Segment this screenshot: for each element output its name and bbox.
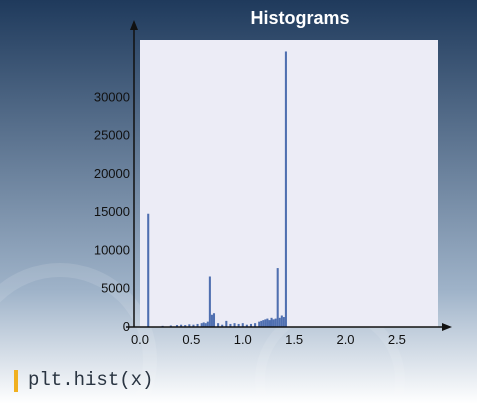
histogram-bar (202, 322, 205, 327)
y-tick-labels: 050001000015000200002500030000 (94, 89, 130, 334)
y-tick-label: 30000 (94, 89, 130, 104)
histogram-bar (280, 315, 283, 327)
histogram-bar (241, 323, 244, 327)
histogram-bar (258, 321, 261, 327)
histogram-bar (196, 323, 199, 327)
histogram-bar (274, 318, 277, 327)
code-caption: plt.hist(x) (28, 369, 154, 391)
histogram-bar (184, 325, 187, 327)
histogram-bar (254, 323, 257, 327)
histogram-bar (260, 320, 263, 327)
histogram-bar (188, 324, 191, 327)
histogram-bar (282, 317, 285, 327)
x-tick-label: 0.0 (131, 332, 149, 347)
chart-title: Histograms (250, 8, 350, 28)
histogram-bar (200, 323, 203, 327)
histogram-bar (268, 320, 271, 327)
histogram-bar (272, 319, 275, 327)
histogram-bar (175, 325, 179, 327)
histogram-bar (180, 324, 183, 327)
histogram-bar (147, 213, 150, 327)
histogram-bar (233, 323, 236, 327)
x-tick-label: 2.5 (388, 332, 406, 347)
histogram-bar (206, 321, 209, 327)
histogram-bar (217, 323, 220, 327)
y-tick-label: 25000 (94, 128, 130, 143)
histogram-bar (237, 323, 240, 327)
background-gear-shape (0, 263, 157, 404)
x-axis-arrow (442, 323, 452, 331)
histogram-bar (249, 323, 253, 327)
histogram-bar (270, 317, 273, 327)
histogram-bar (229, 323, 232, 327)
histogram-bar (264, 319, 267, 327)
y-tick-label: 5000 (101, 281, 130, 296)
histogram-bar (262, 320, 265, 327)
y-tick-label: 10000 (94, 242, 130, 257)
histogram-bar (204, 323, 207, 327)
histogram-bar (192, 324, 195, 327)
y-tick-label: 15000 (94, 204, 130, 219)
histogram-bar (208, 276, 211, 327)
histogram-bar (212, 313, 216, 327)
x-tick-label: 0.5 (182, 332, 200, 347)
y-tick-label: 20000 (94, 166, 130, 181)
histogram-bar (266, 318, 269, 327)
bars-group (147, 51, 287, 327)
code-highlight-bar (14, 370, 18, 392)
y-axis-arrow (130, 20, 138, 30)
histogram-bar (278, 317, 281, 327)
histogram-bar (210, 314, 213, 327)
x-tick-labels: 0.0 0.5 1.0 1.5 2.0 2.5 (131, 332, 406, 347)
x-tick-label: 1.5 (285, 332, 303, 347)
plot-area (140, 40, 438, 327)
histogram-bar (276, 268, 279, 327)
histogram-bar (284, 51, 287, 327)
x-tick-label: 2.0 (336, 332, 354, 347)
x-tick-label: 1.0 (234, 332, 252, 347)
histogram-bar (245, 324, 248, 327)
histogram-bar (221, 324, 224, 327)
histogram-bar (225, 320, 228, 327)
histogram-bar (169, 325, 172, 327)
